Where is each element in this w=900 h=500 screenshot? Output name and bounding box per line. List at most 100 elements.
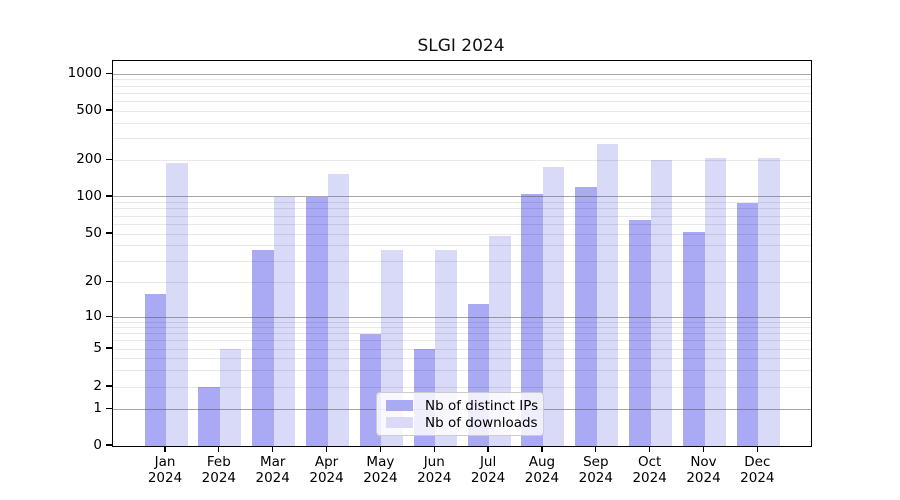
x-tick-label-may: May 2024 bbox=[352, 454, 408, 486]
y-tick-label-100: 100 bbox=[76, 187, 102, 204]
x-tick-jul bbox=[487, 446, 489, 453]
x-label-year-mar: 2024 bbox=[255, 470, 290, 486]
y-tick-100 bbox=[106, 195, 112, 197]
bar-feb-downloads bbox=[219, 349, 242, 446]
x-tick-jun bbox=[433, 446, 435, 453]
bar-apr-distinct-ips bbox=[306, 196, 328, 446]
y-tick-label-0: 0 bbox=[93, 437, 102, 453]
x-label-month-apr: Apr bbox=[314, 454, 339, 470]
bar-oct-downloads bbox=[650, 160, 673, 446]
legend-swatch-downloads bbox=[386, 417, 413, 428]
y-tick-200 bbox=[106, 158, 112, 160]
bar-nov-downloads bbox=[704, 157, 726, 446]
x-tick-aug bbox=[541, 446, 543, 453]
x-label-year-sep: 2024 bbox=[578, 470, 613, 486]
x-label-month-mar: Mar bbox=[259, 454, 286, 470]
bar-apr-downloads bbox=[327, 173, 350, 446]
x-label-year-nov: 2024 bbox=[686, 470, 721, 486]
x-label-month-jun: Jun bbox=[423, 454, 445, 470]
y-tick-label-1000: 1000 bbox=[67, 65, 102, 82]
x-tick-oct bbox=[649, 446, 651, 453]
x-tick-apr bbox=[325, 446, 328, 453]
x-tick-feb bbox=[218, 446, 220, 453]
x-tick-nov bbox=[702, 446, 705, 453]
bar-dec-distinct-ips bbox=[736, 202, 759, 446]
bar-aug-distinct-ips bbox=[521, 194, 543, 446]
y-tick-label-50: 50 bbox=[84, 225, 102, 242]
y-tick-label-1: 1 bbox=[93, 400, 102, 417]
x-tick-label-aug: Aug 2024 bbox=[514, 454, 570, 486]
bar-jan-distinct-ips bbox=[144, 293, 166, 446]
legend-row-distinct-ips: Nb of distinct IPs bbox=[386, 398, 538, 414]
bar-feb-distinct-ips bbox=[198, 387, 220, 446]
bar-aug-downloads bbox=[542, 167, 565, 446]
y-tick-1000 bbox=[106, 72, 112, 74]
y-tick-10 bbox=[106, 315, 112, 318]
bar-mar-downloads bbox=[273, 196, 296, 446]
x-tick-label-oct: Oct 2024 bbox=[622, 454, 678, 486]
y-tick-5 bbox=[106, 347, 112, 349]
gridline-major-1000 bbox=[113, 73, 811, 75]
y-tick-20 bbox=[106, 280, 112, 283]
y-tick-1 bbox=[106, 407, 112, 409]
legend-row-downloads: Nb of downloads bbox=[386, 415, 538, 431]
y-tick-label-2: 2 bbox=[93, 378, 102, 395]
x-tick-label-feb: Feb 2024 bbox=[191, 454, 247, 486]
x-label-year-dec: 2024 bbox=[740, 470, 775, 486]
x-label-year-jan: 2024 bbox=[147, 470, 183, 486]
bar-oct-distinct-ips bbox=[629, 220, 651, 446]
x-tick-may bbox=[379, 446, 382, 453]
bar-nov-distinct-ips bbox=[683, 231, 705, 446]
x-label-year-jul: 2024 bbox=[470, 470, 506, 486]
x-label-month-feb: Feb bbox=[206, 454, 231, 470]
x-label-month-aug: Aug bbox=[528, 454, 556, 470]
x-label-month-may: May bbox=[366, 454, 395, 470]
legend: Nb of distinct IPs Nb of downloads bbox=[376, 392, 544, 436]
y-tick-label-10: 10 bbox=[84, 308, 102, 325]
x-label-year-feb: 2024 bbox=[201, 470, 237, 486]
x-tick-label-mar: Mar 2024 bbox=[245, 454, 301, 486]
x-tick-label-apr: Apr 2024 bbox=[299, 454, 355, 486]
bar-jan-downloads bbox=[166, 163, 188, 446]
bar-sep-distinct-ips bbox=[575, 187, 597, 446]
gridline-minor-800 bbox=[113, 85, 811, 87]
x-tick-label-jan: Jan 2024 bbox=[137, 454, 193, 486]
gridline-minor-300 bbox=[113, 138, 811, 139]
x-label-year-oct: 2024 bbox=[632, 470, 667, 486]
gridline-minor-700 bbox=[113, 92, 811, 94]
bar-mar-distinct-ips bbox=[252, 249, 274, 446]
x-tick-mar bbox=[272, 446, 274, 453]
x-tick-label-sep: Sep 2024 bbox=[568, 454, 624, 486]
y-tick-2 bbox=[106, 385, 112, 387]
x-label-year-apr: 2024 bbox=[309, 470, 344, 486]
x-tick-dec bbox=[756, 446, 758, 453]
y-tick-label-200: 200 bbox=[76, 151, 102, 168]
x-tick-label-jun: Jun 2024 bbox=[406, 454, 462, 486]
x-label-month-oct: Oct bbox=[637, 454, 662, 470]
x-tick-jan bbox=[164, 446, 166, 453]
x-label-month-jul: Jul bbox=[479, 454, 497, 470]
x-label-year-may: 2024 bbox=[363, 470, 398, 486]
x-label-month-sep: Sep bbox=[583, 454, 609, 470]
x-label-month-nov: Nov bbox=[690, 454, 717, 470]
x-tick-label-dec: Dec 2024 bbox=[729, 454, 785, 486]
y-tick-label-20: 20 bbox=[84, 273, 102, 290]
gridline-minor-400 bbox=[113, 122, 811, 124]
x-label-month-dec: Dec bbox=[744, 454, 771, 470]
bar-dec-downloads bbox=[758, 157, 780, 446]
y-tick-0 bbox=[106, 444, 112, 446]
plot-area bbox=[112, 60, 812, 447]
gridline-minor-600 bbox=[113, 100, 811, 102]
bar-sep-downloads bbox=[596, 144, 619, 446]
x-tick-label-jul: Jul 2024 bbox=[460, 454, 516, 486]
x-label-year-aug: 2024 bbox=[524, 470, 560, 486]
y-tick-label-5: 5 bbox=[93, 340, 102, 357]
x-tick-sep bbox=[595, 446, 597, 453]
legend-swatch-distinct-ips bbox=[386, 400, 413, 411]
x-label-year-jun: 2024 bbox=[417, 470, 452, 486]
chart-title: SLGI 2024 bbox=[417, 36, 505, 56]
y-tick-50 bbox=[106, 232, 112, 234]
x-tick-label-nov: Nov 2024 bbox=[676, 454, 732, 486]
legend-label-distinct-ips: Nb of distinct IPs bbox=[425, 397, 539, 414]
